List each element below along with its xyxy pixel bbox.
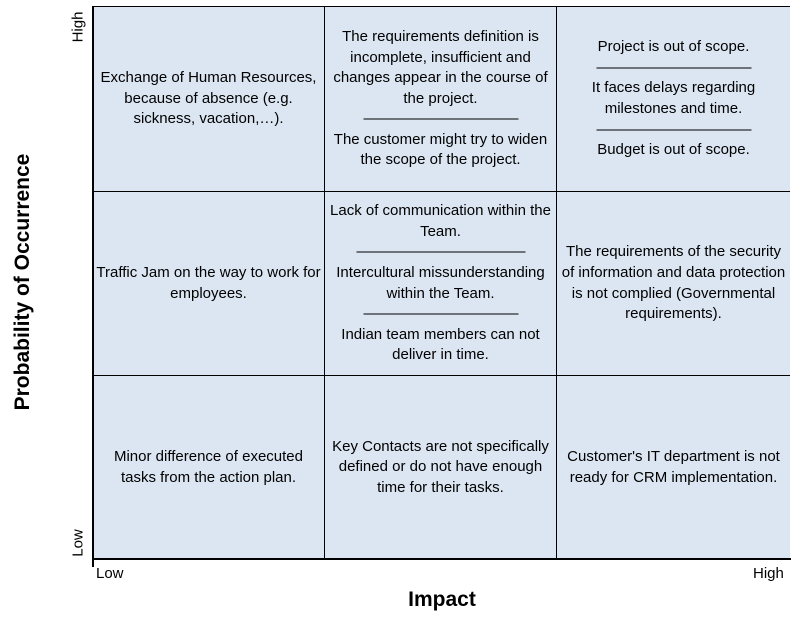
y-axis-low-label: Low [69, 529, 87, 557]
cell-high-probability-medium-impact: The requirements definition is incomplet… [325, 7, 557, 192]
cell-text: Intercultural missunderstanding within t… [336, 263, 545, 302]
cell-separator: ——————————— [363, 305, 519, 323]
cell-text: Customer's IT department is not ready fo… [567, 447, 780, 486]
cell-text: Indian team members can not deliver in t… [341, 325, 540, 364]
cell-separator: ——————————— [596, 58, 752, 76]
cell-text: Key Contacts are not specifically define… [332, 437, 549, 496]
cell-medium-probability-medium-impact: Lack of communication within the Team. —… [325, 192, 557, 376]
cell-low-probability-medium-impact: Key Contacts are not specifically define… [325, 376, 557, 559]
cell-text: Lack of communication within the Team. [330, 202, 551, 240]
cell-text: Budget is out of scope. [597, 141, 750, 159]
cell-low-probability-high-impact: Customer's IT department is not ready fo… [557, 376, 790, 559]
y-axis-title: Probability of Occurrence [11, 153, 34, 411]
cell-text: Project is out of scope. [597, 38, 750, 56]
cell-separator: ——————————— [596, 120, 752, 138]
x-axis-title: Impact [408, 588, 476, 611]
x-axis-line [92, 558, 791, 560]
cell-text: The customer might try to widen the scop… [333, 130, 548, 169]
cell-high-probability-high-impact: Project is out of scope. ——————————— It … [557, 7, 790, 192]
cell-text: Traffic Jam on the way to work for emplo… [96, 263, 321, 302]
x-axis-high-label: High [753, 565, 784, 582]
cell-medium-probability-high-impact: The requirements of the security of info… [557, 192, 790, 376]
y-axis-line [92, 6, 94, 567]
x-axis-low-label: Low [96, 565, 124, 582]
cell-text: Exchange of Human Resources, because of … [100, 69, 317, 128]
cell-text: Minor difference of executed tasks from … [113, 447, 303, 486]
cell-separator: ——————————— [363, 110, 519, 128]
cell-text: It faces delays regarding milestones and… [591, 79, 756, 117]
cell-text: The requirements definition is incomplet… [333, 27, 548, 107]
cell-medium-probability-low-impact: Traffic Jam on the way to work for emplo… [93, 192, 325, 376]
risk-grid: Exchange of Human Resources, because of … [93, 6, 790, 559]
cell-text: The requirements of the security of info… [561, 243, 786, 323]
cell-low-probability-low-impact: Minor difference of executed tasks from … [93, 376, 325, 559]
y-axis-high-label: High [69, 11, 87, 43]
cell-high-probability-low-impact: Exchange of Human Resources, because of … [93, 7, 325, 192]
cell-separator: ———————————— [356, 243, 526, 261]
